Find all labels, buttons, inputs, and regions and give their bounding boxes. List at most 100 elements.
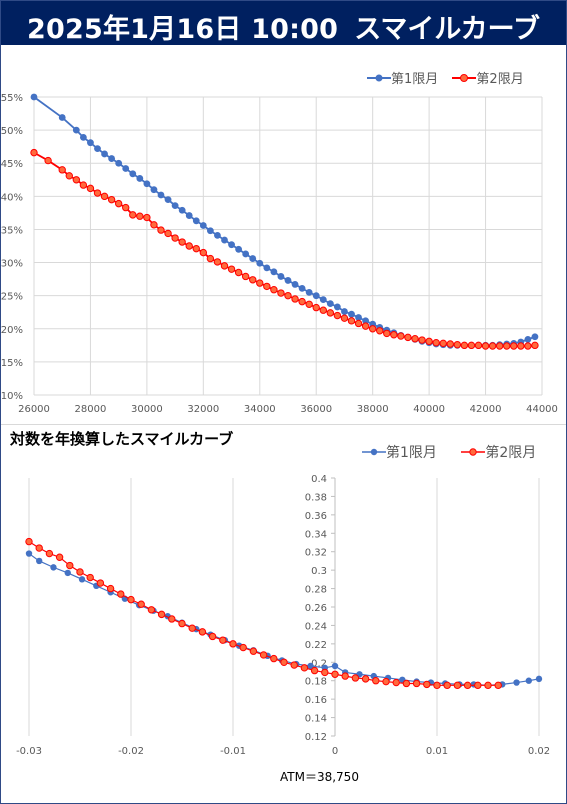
chart2-y-tick: 0.24 — [305, 621, 327, 632]
chart1-point-s2 — [241, 272, 250, 281]
chart1-point-s2 — [460, 341, 469, 350]
chart2-point-s2 — [392, 678, 400, 687]
chart2-point-s2 — [443, 681, 451, 690]
chart1-x-tick: 42000 — [470, 404, 502, 415]
chart1-point-s2 — [30, 148, 38, 157]
chart2-y-tick: 0.28 — [305, 585, 327, 596]
chart1-point-s1 — [150, 186, 158, 194]
chart2-y-tick: 0.2 — [311, 658, 327, 669]
chart1-point-s1 — [270, 268, 278, 276]
chart1-point-s2 — [44, 156, 52, 165]
chart2-point-s2 — [290, 661, 298, 669]
chart2-point-s2 — [229, 640, 237, 648]
chart2-point-s2 — [453, 681, 462, 690]
chart2-point-s2 — [35, 544, 43, 552]
chart1-point-s2 — [136, 212, 144, 220]
chart2-point-s2 — [280, 658, 288, 666]
chart1-point-s2 — [298, 297, 306, 306]
chart1-y-tick: 45% — [1, 159, 23, 170]
chart1-point-s1 — [206, 227, 214, 235]
chart1-point-s2 — [524, 342, 532, 350]
chart2-point-s2 — [423, 680, 431, 689]
chart1-point-s1 — [164, 196, 172, 204]
chart1-point-s2 — [249, 276, 257, 284]
chart1-point-s1 — [87, 139, 94, 147]
chart2-series-line-2 — [28, 541, 499, 686]
chart1-point-s1 — [221, 236, 228, 244]
chart1-point-s1 — [355, 314, 362, 321]
chart1-point-s2 — [361, 322, 370, 330]
chart2-point-s2 — [463, 681, 472, 690]
chart1-point-s2 — [481, 342, 490, 350]
chart2-point-s2 — [198, 628, 207, 636]
chart1-point-s2 — [157, 226, 165, 234]
chart1-x-tick: 36000 — [300, 404, 332, 415]
chart1-y-tick: 50% — [1, 126, 23, 137]
chart1-point-s2 — [354, 319, 363, 328]
chart1-point-s2 — [227, 265, 236, 273]
chart1-point-s2 — [368, 325, 377, 333]
chart1-point-s2 — [192, 244, 200, 253]
chart2-x-tick: -0.03 — [16, 746, 42, 757]
chart1-point-s1 — [531, 333, 539, 341]
chart2-point-s2 — [25, 537, 33, 546]
chart1-point-s1 — [58, 114, 66, 121]
chart1-legend-label-2: 第2限月 — [476, 72, 524, 87]
chart2-point-s2 — [310, 666, 319, 675]
chart1-point-s2 — [446, 340, 454, 348]
chart1-point-s2 — [79, 181, 88, 189]
chart1-point-s2 — [418, 336, 426, 344]
chart1-point-s1 — [122, 165, 130, 172]
chart1-y-tick: 25% — [1, 292, 23, 303]
header-bar: 2025年1月16日 10:00 スマイルカーブ — [1, 1, 566, 45]
chart1-point-s2 — [199, 248, 208, 257]
chart2-point-s2 — [382, 677, 390, 686]
chart2-title: 対数を年換算したスマイルカーブ — [10, 430, 234, 448]
chart1-x-tick: 40000 — [413, 404, 445, 415]
chart1-point-s1 — [143, 180, 151, 188]
chart1-point-s2 — [488, 342, 497, 350]
chart2-point-s1 — [307, 662, 314, 670]
chart2-point-s2 — [321, 668, 329, 677]
chart2-point-s2 — [412, 679, 421, 688]
chart1-point-s2 — [333, 311, 342, 320]
chart2-point-s1 — [78, 576, 86, 583]
chart2-point-s2 — [106, 584, 115, 593]
chart1-point-s1 — [249, 255, 257, 262]
chart1-point-s1 — [263, 264, 271, 272]
chart1-point-s1 — [228, 241, 235, 249]
chart2-y-tick: 0.16 — [305, 695, 327, 706]
chart2-point-s2 — [178, 619, 186, 628]
chart2-x-tick: -0.02 — [118, 746, 144, 757]
chart1-point-s2 — [411, 335, 419, 343]
chart1-point-s2 — [376, 327, 384, 335]
chart1-point-s2 — [206, 254, 215, 263]
chart2-point-s2 — [168, 615, 176, 623]
chart1-point-s2 — [263, 282, 271, 291]
chart2-point-s1 — [525, 677, 532, 684]
chart2-legend-label-1: 第1限月 — [386, 445, 437, 461]
chart2-point-s2 — [76, 568, 84, 576]
chart1-point-s1 — [242, 250, 250, 258]
chart1-legend-label-1: 第1限月 — [391, 72, 439, 87]
chart1-point-s1 — [341, 308, 348, 315]
chart1-point-s2 — [340, 314, 349, 322]
chart1-point-s2 — [277, 289, 285, 297]
chart1-point-s1 — [277, 273, 285, 280]
chart2-point-s2 — [341, 672, 349, 680]
chart2-point-s2 — [86, 573, 94, 582]
chart2-point-s2 — [361, 675, 370, 683]
chart1-point-s2 — [319, 306, 327, 314]
chart1-point-s1 — [256, 259, 264, 267]
chart1-point-s2 — [383, 329, 391, 338]
chart1-point-s1 — [101, 150, 108, 158]
chart2-y-tick: 0.22 — [305, 640, 327, 651]
chart2-point-s2 — [188, 624, 196, 632]
chart1-point-s2 — [220, 262, 229, 270]
chart1-point-s1 — [30, 93, 38, 101]
chart1-point-s2 — [453, 340, 462, 349]
chart1-point-s1 — [235, 245, 243, 253]
chart2-y-tick: 0.26 — [305, 603, 327, 614]
chart1-point-s2 — [312, 303, 320, 312]
